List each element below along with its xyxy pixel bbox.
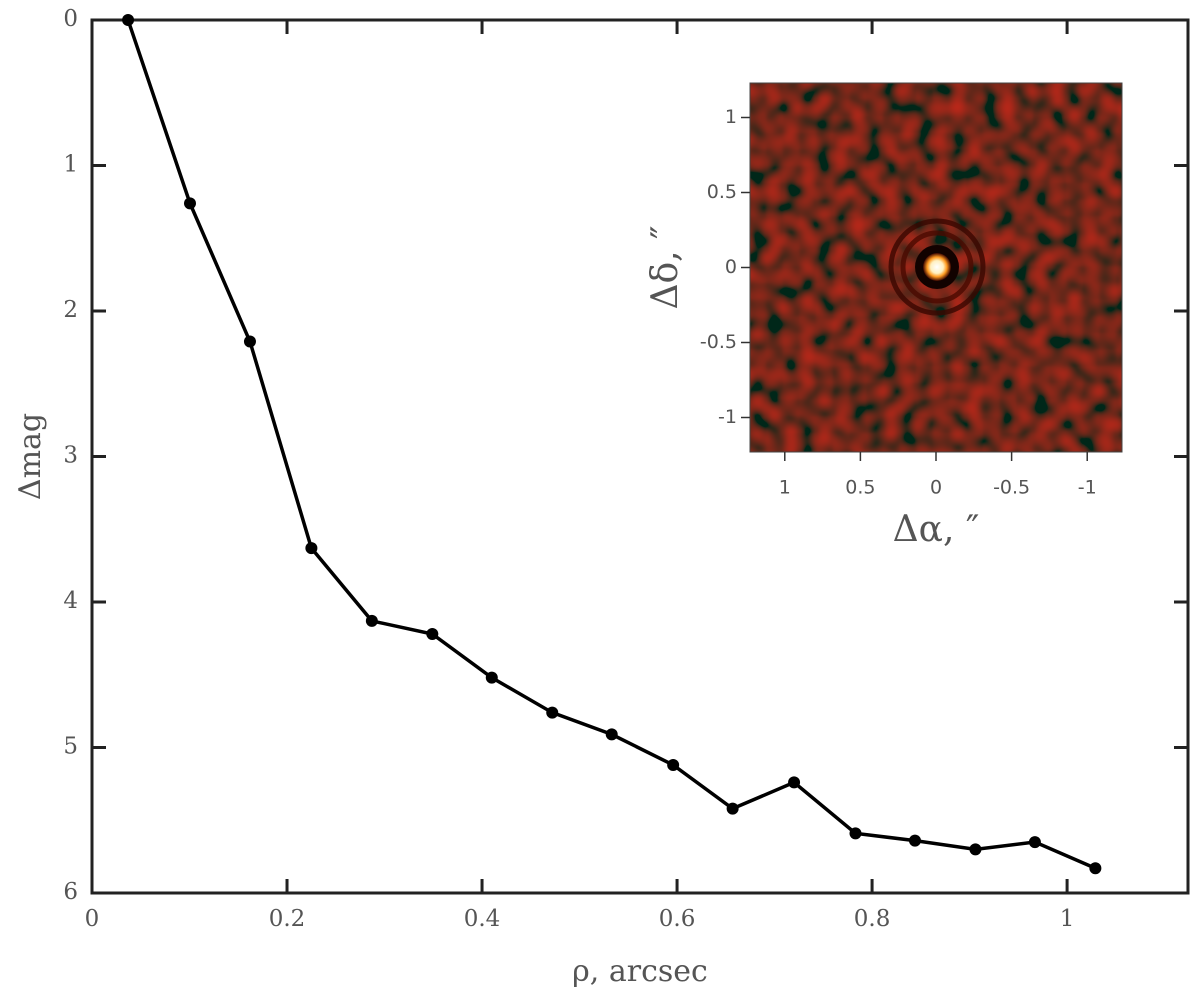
inset-x-tick-label: 0.5 bbox=[845, 477, 875, 499]
data-point bbox=[605, 728, 618, 741]
data-point bbox=[1028, 836, 1041, 849]
x-tick-label: 0 bbox=[85, 906, 100, 932]
inset-x-tick-label: 1 bbox=[779, 477, 791, 499]
data-point bbox=[1089, 862, 1102, 875]
data-point bbox=[969, 843, 982, 856]
x-tick-label: 0.4 bbox=[464, 906, 501, 932]
x-tick-label: 0.2 bbox=[269, 906, 306, 932]
y-axis-label: Δmag bbox=[13, 413, 48, 500]
data-point bbox=[667, 758, 680, 771]
x-tick-label: 0.8 bbox=[854, 906, 891, 932]
y-tick-label: 4 bbox=[63, 588, 78, 614]
data-point bbox=[485, 671, 498, 684]
data-point bbox=[908, 834, 921, 847]
data-point bbox=[243, 335, 256, 348]
speckle-image bbox=[750, 83, 1122, 452]
y-tick-label: 2 bbox=[63, 297, 78, 323]
inset-y-tick-label: -0.5 bbox=[700, 331, 737, 353]
inset-y-axis-label: Δδ, ″ bbox=[645, 225, 686, 309]
x-tick-label: 0.6 bbox=[659, 906, 696, 932]
data-point bbox=[426, 628, 439, 641]
data-point bbox=[788, 776, 801, 789]
data-point bbox=[849, 827, 862, 840]
data-point bbox=[183, 197, 196, 210]
inset-y-tick-label: 0 bbox=[725, 256, 737, 278]
inset-x-tick-label: 0 bbox=[930, 477, 942, 499]
y-tick-label: 0 bbox=[63, 6, 78, 32]
x-tick-label: 1 bbox=[1060, 906, 1075, 932]
inset-x-tick-label: -1 bbox=[1078, 477, 1097, 499]
data-point bbox=[305, 542, 318, 555]
inset-y-tick-label: -1 bbox=[718, 406, 737, 428]
data-point bbox=[365, 614, 378, 627]
data-point bbox=[122, 14, 135, 26]
data-point bbox=[726, 802, 739, 815]
inset-x-axis-label: Δα, ″ bbox=[893, 509, 980, 550]
y-tick-label: 1 bbox=[63, 152, 78, 178]
y-tick-label: 5 bbox=[63, 734, 78, 760]
inset-y-tick-label: 1 bbox=[725, 106, 737, 128]
inset-x-tick-label: -0.5 bbox=[993, 477, 1030, 499]
data-point bbox=[546, 706, 559, 719]
x-axis-label: ρ, arcsec bbox=[572, 954, 708, 989]
y-tick-label: 6 bbox=[63, 879, 78, 905]
inset-y-tick-label: 0.5 bbox=[707, 181, 737, 203]
y-tick-label: 3 bbox=[63, 443, 78, 469]
